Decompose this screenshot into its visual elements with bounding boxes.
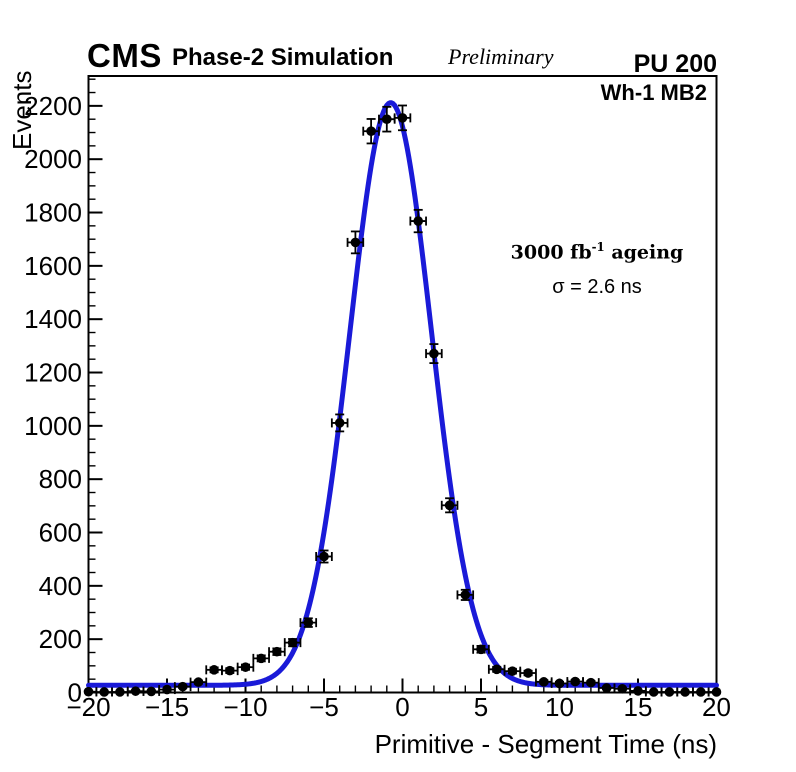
y-tick-label: 2200 xyxy=(24,91,82,121)
data-point-marker xyxy=(256,653,267,664)
y-tick-label: 600 xyxy=(39,518,82,548)
data-point-marker xyxy=(382,114,392,124)
x-tick-label: −15 xyxy=(145,692,189,722)
x-tick-label: −10 xyxy=(223,692,267,722)
data-point-marker xyxy=(193,677,204,687)
data-point-marker xyxy=(444,500,455,511)
data-point-marker xyxy=(711,687,722,697)
data-point-marker xyxy=(334,418,345,428)
data-point-marker xyxy=(287,637,298,648)
data-point-marker xyxy=(99,687,109,697)
cms-logo-text: CMS xyxy=(87,37,162,74)
data-point-marker xyxy=(680,687,690,697)
y-tick-label: 1800 xyxy=(24,198,82,228)
data-point-marker xyxy=(507,666,518,676)
data-point-marker xyxy=(413,216,424,226)
data-point-marker xyxy=(162,684,172,695)
gaussian-fit-curve xyxy=(86,100,719,688)
data-point-marker xyxy=(146,686,157,697)
data-point-marker xyxy=(491,664,502,675)
y-tick-label: 800 xyxy=(39,464,82,494)
data-point-marker xyxy=(617,683,628,694)
phase2-simulation-label: Phase-2 Simulation xyxy=(172,44,394,71)
y-tick-label: 2000 xyxy=(24,144,82,174)
data-point-marker xyxy=(272,646,282,657)
x-tick-label: 0 xyxy=(395,692,409,722)
data-point-marker xyxy=(209,665,219,675)
x-tick-label: 20 xyxy=(702,692,731,722)
y-tick-label: 1600 xyxy=(24,251,82,281)
lumi-prefix: 3000 fb xyxy=(510,241,592,264)
data-point-marker xyxy=(554,678,565,689)
data-point-marker xyxy=(397,113,408,123)
lumi-exponent: -1 xyxy=(591,240,605,254)
data-point-marker xyxy=(460,590,471,600)
data-point-marker xyxy=(319,551,329,562)
data-point-marker xyxy=(633,686,643,696)
x-tick-label: −20 xyxy=(66,692,110,722)
sigma-resolution-label: σ = 2.6 ns xyxy=(552,276,642,298)
y-tick-label: 1400 xyxy=(24,304,82,334)
y-axis-title: Events xyxy=(7,70,37,151)
y-tick-label: 400 xyxy=(39,571,82,601)
data-point-marker xyxy=(586,677,596,688)
data-point-marker xyxy=(225,665,235,676)
x-tick-label: 15 xyxy=(624,692,653,722)
chamber-label: Wh-1 MB2 xyxy=(600,80,707,105)
x-axis-title: Primitive - Segment Time (ns) xyxy=(374,729,717,759)
x-tick-label: 5 xyxy=(474,692,488,722)
data-point-marker xyxy=(115,687,125,697)
data-point-marker xyxy=(476,644,486,655)
data-point-marker xyxy=(240,662,251,672)
data-point-marker xyxy=(523,668,533,678)
data-point-marker xyxy=(83,686,94,697)
preliminary-label: Preliminary xyxy=(448,44,554,69)
lumi-suffix: ageing xyxy=(604,241,684,264)
data-point-marker xyxy=(130,686,141,696)
plot-frame xyxy=(87,75,718,694)
data-point-marker xyxy=(366,126,376,136)
data-point-marker xyxy=(303,617,314,628)
luminosity-ageing-label: 3000 fb-1 ageing xyxy=(480,240,714,264)
data-point-marker xyxy=(570,676,580,687)
data-point-marker xyxy=(601,683,612,693)
y-tick-label: 200 xyxy=(39,624,82,654)
y-tick-label: 1200 xyxy=(24,358,82,388)
data-point-marker xyxy=(648,687,659,697)
y-tick-label: 0 xyxy=(68,678,82,708)
data-point-marker xyxy=(350,237,361,248)
data-point-marker xyxy=(664,687,675,697)
data-point-marker xyxy=(177,681,188,692)
y-tick-label: 1000 xyxy=(24,411,82,441)
data-point-marker xyxy=(539,677,549,687)
pileup-label: PU 200 xyxy=(633,50,717,78)
x-tick-label: 10 xyxy=(545,692,574,722)
data-point-marker xyxy=(429,348,439,359)
data-point-marker xyxy=(696,687,706,697)
x-tick-label: −5 xyxy=(309,692,339,722)
